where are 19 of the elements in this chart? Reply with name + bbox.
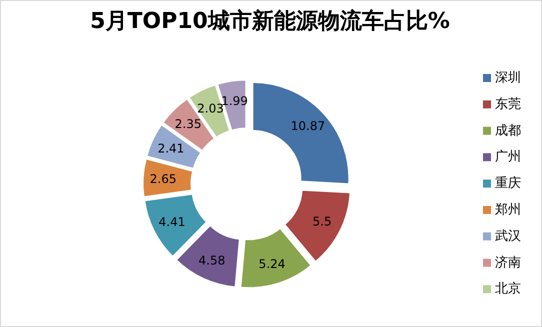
data-label: 5.5: [312, 214, 332, 229]
data-label: 2.41: [158, 141, 184, 156]
legend-label: 广州: [495, 150, 521, 165]
data-label: 10.87: [290, 119, 326, 134]
data-label: 2.65: [150, 172, 177, 186]
legend-label: 东莞: [495, 96, 521, 112]
legend-label: 北京: [495, 282, 521, 297]
data-label: 4.58: [198, 253, 226, 268]
data-label: 2.03: [197, 101, 224, 116]
legend-label: 深圳: [495, 70, 521, 86]
data-label: 4.41: [158, 214, 186, 229]
data-label: 2.35: [174, 117, 202, 132]
data-label: 5.24: [258, 257, 286, 272]
legend-label: 郑州: [495, 202, 521, 218]
legend-label: 济南: [495, 255, 521, 270]
legend-label: 武汉: [495, 228, 521, 244]
legend-label: 成都: [495, 123, 521, 138]
legend-label: 重庆: [495, 176, 521, 192]
chart-title: 5月TOP10城市新能源物流车占比%: [90, 8, 450, 34]
